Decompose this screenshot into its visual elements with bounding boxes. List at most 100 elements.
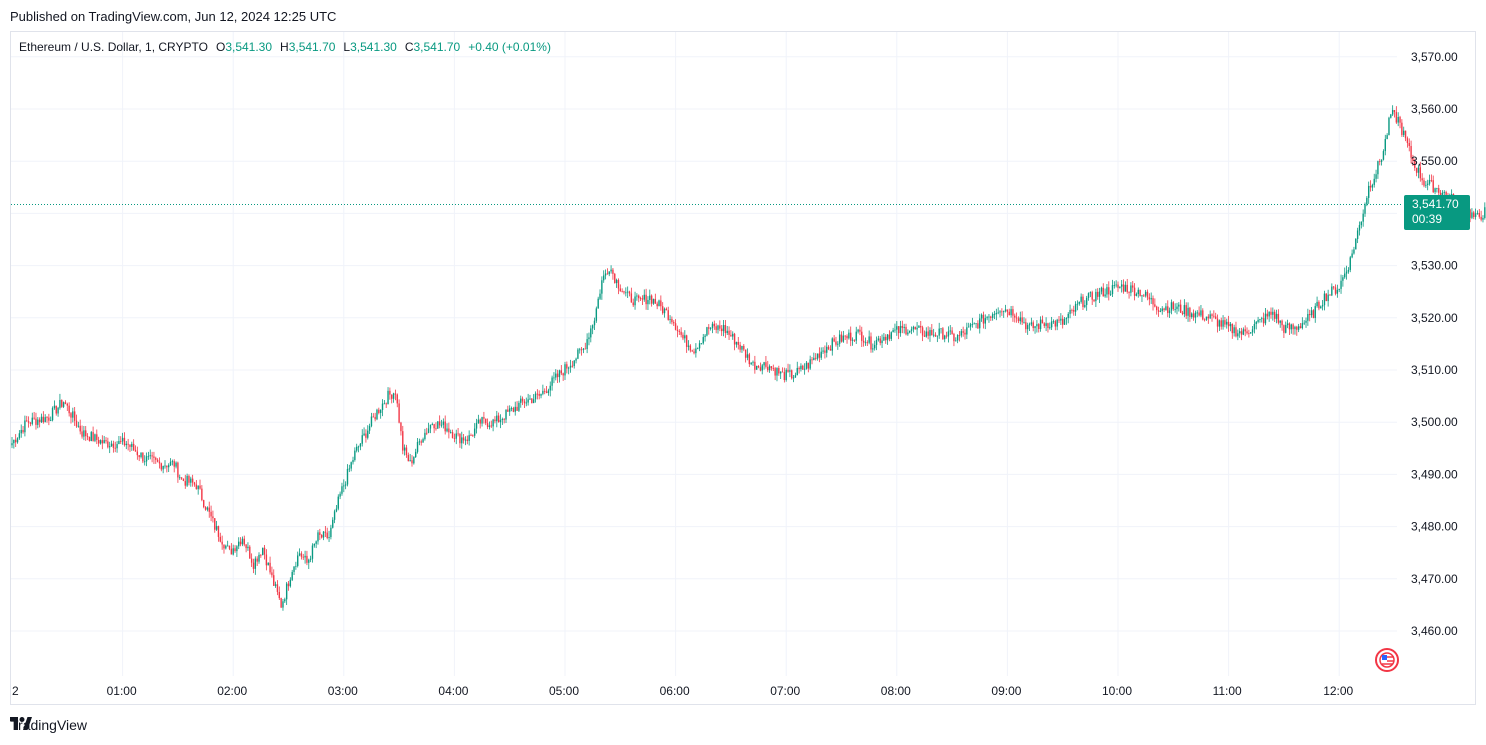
candle-body	[938, 328, 940, 336]
candle-body	[315, 541, 317, 544]
candle-body	[903, 326, 905, 328]
candle-body	[573, 360, 575, 367]
candle-body	[905, 326, 907, 335]
candle-body	[490, 425, 492, 427]
candle-body	[803, 368, 806, 370]
candle-body	[1478, 212, 1480, 217]
candle-body	[529, 398, 531, 400]
candle-body	[1170, 302, 1173, 311]
candle-body	[807, 362, 810, 369]
candle-body	[652, 298, 655, 304]
x-tick-label: 09:00	[991, 684, 1021, 698]
candle-body	[540, 393, 542, 396]
candle-body	[615, 279, 618, 284]
candle-body	[1211, 314, 1213, 316]
last-price-badge: 3,541.70 00:39	[1404, 195, 1470, 230]
candle-body	[140, 452, 142, 458]
candle-body	[1021, 317, 1023, 323]
candle-body	[1192, 313, 1195, 318]
candle-body	[1360, 221, 1363, 226]
candle-body	[936, 335, 939, 337]
candle-body	[1391, 110, 1394, 115]
candle-body	[232, 548, 234, 555]
y-tick-label: 3,460.00	[1411, 624, 1458, 638]
candle-body	[1113, 285, 1116, 286]
candle-body	[1277, 313, 1280, 323]
candle-body	[599, 293, 601, 299]
candle-body	[1003, 311, 1005, 313]
candle-body	[818, 353, 821, 358]
candle-body	[107, 441, 109, 448]
candle-body	[879, 338, 881, 344]
candle-body	[1399, 117, 1401, 123]
candle-body	[671, 318, 673, 323]
candle-body	[553, 377, 555, 379]
candle-body	[1126, 284, 1128, 292]
candle-body	[885, 336, 887, 341]
candle-body	[850, 332, 852, 341]
candle-body	[392, 393, 395, 399]
candle-body	[960, 331, 963, 336]
candle-body	[927, 331, 929, 336]
candle-body	[440, 424, 443, 426]
symbol-name[interactable]: Ethereum / U.S. Dollar, 1, CRYPTO	[19, 40, 208, 54]
candle-body	[356, 446, 358, 451]
candle-body	[411, 460, 413, 464]
candle-body	[1058, 319, 1060, 321]
candle-body	[179, 477, 181, 479]
candle-body	[1273, 311, 1276, 319]
candle-body	[593, 320, 596, 326]
candle-body	[405, 447, 408, 455]
candle-body	[252, 562, 255, 569]
candle-body	[838, 334, 841, 344]
candle-body	[403, 447, 406, 451]
candle-body	[977, 323, 979, 329]
us-flag-icon[interactable]	[1374, 647, 1400, 673]
candle-body	[1312, 310, 1315, 318]
candle-body	[848, 332, 850, 339]
candle-body	[66, 403, 68, 406]
candle-body	[687, 345, 690, 347]
candle-body	[457, 433, 459, 435]
candle-body	[368, 426, 371, 431]
candle-body	[184, 480, 186, 486]
x-tick-label: 06:00	[660, 684, 690, 698]
y-tick-label: 3,490.00	[1411, 467, 1458, 481]
candle-body	[1471, 212, 1473, 218]
candle-body	[792, 377, 795, 379]
candle-body	[776, 368, 778, 376]
chart-frame[interactable]	[10, 31, 1476, 705]
candle-body	[1272, 311, 1274, 315]
candle-body	[1181, 312, 1184, 315]
candle-body	[193, 482, 196, 485]
candle-body	[29, 422, 32, 424]
candle-body	[520, 398, 522, 403]
candle-body	[861, 331, 863, 341]
candle-body	[582, 348, 585, 350]
candle-body	[188, 475, 190, 483]
candle-body	[1041, 319, 1044, 324]
candle-body	[667, 310, 669, 320]
candle-body	[308, 559, 310, 563]
candle-body	[1176, 306, 1178, 309]
candle-body	[125, 443, 127, 446]
candle-body	[1028, 324, 1031, 326]
candle-body	[1292, 324, 1294, 330]
candle-body	[1122, 284, 1125, 292]
candle-body	[444, 421, 446, 432]
candle-body	[453, 438, 456, 439]
candle-body	[1100, 287, 1103, 292]
candle-body	[693, 351, 695, 354]
candle-body	[418, 441, 421, 443]
candle-body	[1299, 326, 1302, 329]
candle-body	[1119, 286, 1121, 288]
tradingview-brand[interactable]: TradingView	[10, 717, 87, 733]
candle-body	[732, 333, 734, 337]
candle-body	[306, 555, 308, 563]
y-tick-label: 3,500.00	[1411, 415, 1458, 429]
candle-body	[940, 328, 942, 330]
candle-body	[567, 367, 570, 369]
candle-body	[243, 538, 245, 545]
candle-body	[1165, 306, 1167, 310]
